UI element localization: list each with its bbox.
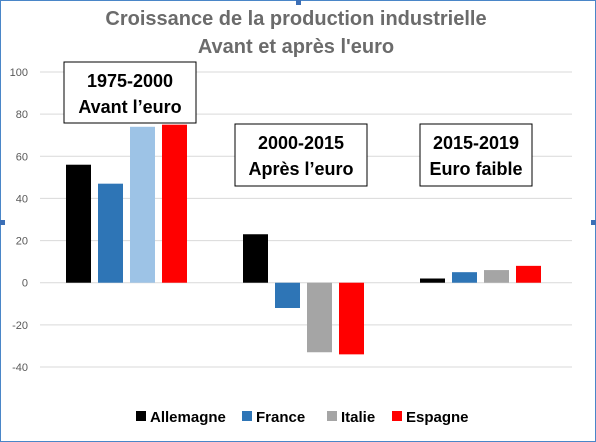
bar-italie-2: [307, 282, 332, 353]
period-box-2: [234, 123, 368, 187]
y-tick-label: 80: [16, 109, 28, 121]
y-tick-label: 40: [16, 193, 28, 205]
bar-allemagne-1: [66, 164, 91, 283]
bar-italie-1: [130, 126, 155, 283]
bar-allemagne-3: [420, 278, 445, 283]
period-label-desc: Après l’euro: [248, 159, 353, 179]
legend-label-italie: Italie: [341, 409, 375, 426]
bar-france-3: [452, 272, 477, 283]
y-tick-label: 100: [10, 67, 28, 79]
period-label-desc: Euro faible: [429, 159, 522, 179]
bar-france-1: [98, 183, 123, 283]
legend-swatch-france: [242, 411, 252, 421]
legend-swatch-italie: [327, 411, 337, 421]
y-tick-label: 60: [16, 151, 28, 163]
period-labels: 1975-2000 Avant l’euro 2000-2015 Après l’eu…: [63, 61, 533, 187]
resize-handle-right[interactable]: [591, 220, 596, 225]
bar-italie-3: [484, 270, 509, 283]
y-tick-label: 20: [16, 236, 28, 248]
bar-espagne-3: [516, 265, 541, 283]
resize-handle-top[interactable]: [296, 0, 301, 5]
bar-allemagne-2: [243, 234, 268, 283]
legend-swatch-allemagne: [136, 411, 146, 421]
period-box-1: [63, 61, 197, 124]
bar-espagne-2: [339, 282, 364, 355]
resize-handle-left[interactable]: [0, 220, 5, 225]
legend: Allemagne France Italie Espagne: [136, 409, 469, 426]
period-box-3: [419, 123, 533, 187]
y-tick-label: 0: [22, 278, 28, 290]
period-label-desc: Avant l’euro: [78, 97, 181, 117]
period-label-range: 2015-2019: [433, 133, 519, 153]
period-label-range: 1975-2000: [87, 71, 173, 91]
bar-france-2: [275, 282, 300, 308]
legend-label-allemagne: Allemagne: [150, 409, 226, 426]
chart-title-line-1: Croissance de la production industrielle: [105, 8, 486, 30]
bars: [66, 124, 541, 355]
period-label-range: 2000-2015: [258, 133, 344, 153]
y-tick-label: -20: [12, 320, 28, 332]
y-tick-label: -40: [12, 362, 28, 374]
bar-espagne-1: [162, 124, 187, 283]
chart-title-line-2: Avant et après l'euro: [198, 36, 394, 58]
legend-swatch-espagne: [392, 411, 402, 421]
legend-label-espagne: Espagne: [406, 409, 469, 426]
y-axis: -40 -20 0 20 40 60 80 100: [10, 67, 28, 374]
legend-label-france: France: [256, 409, 305, 426]
